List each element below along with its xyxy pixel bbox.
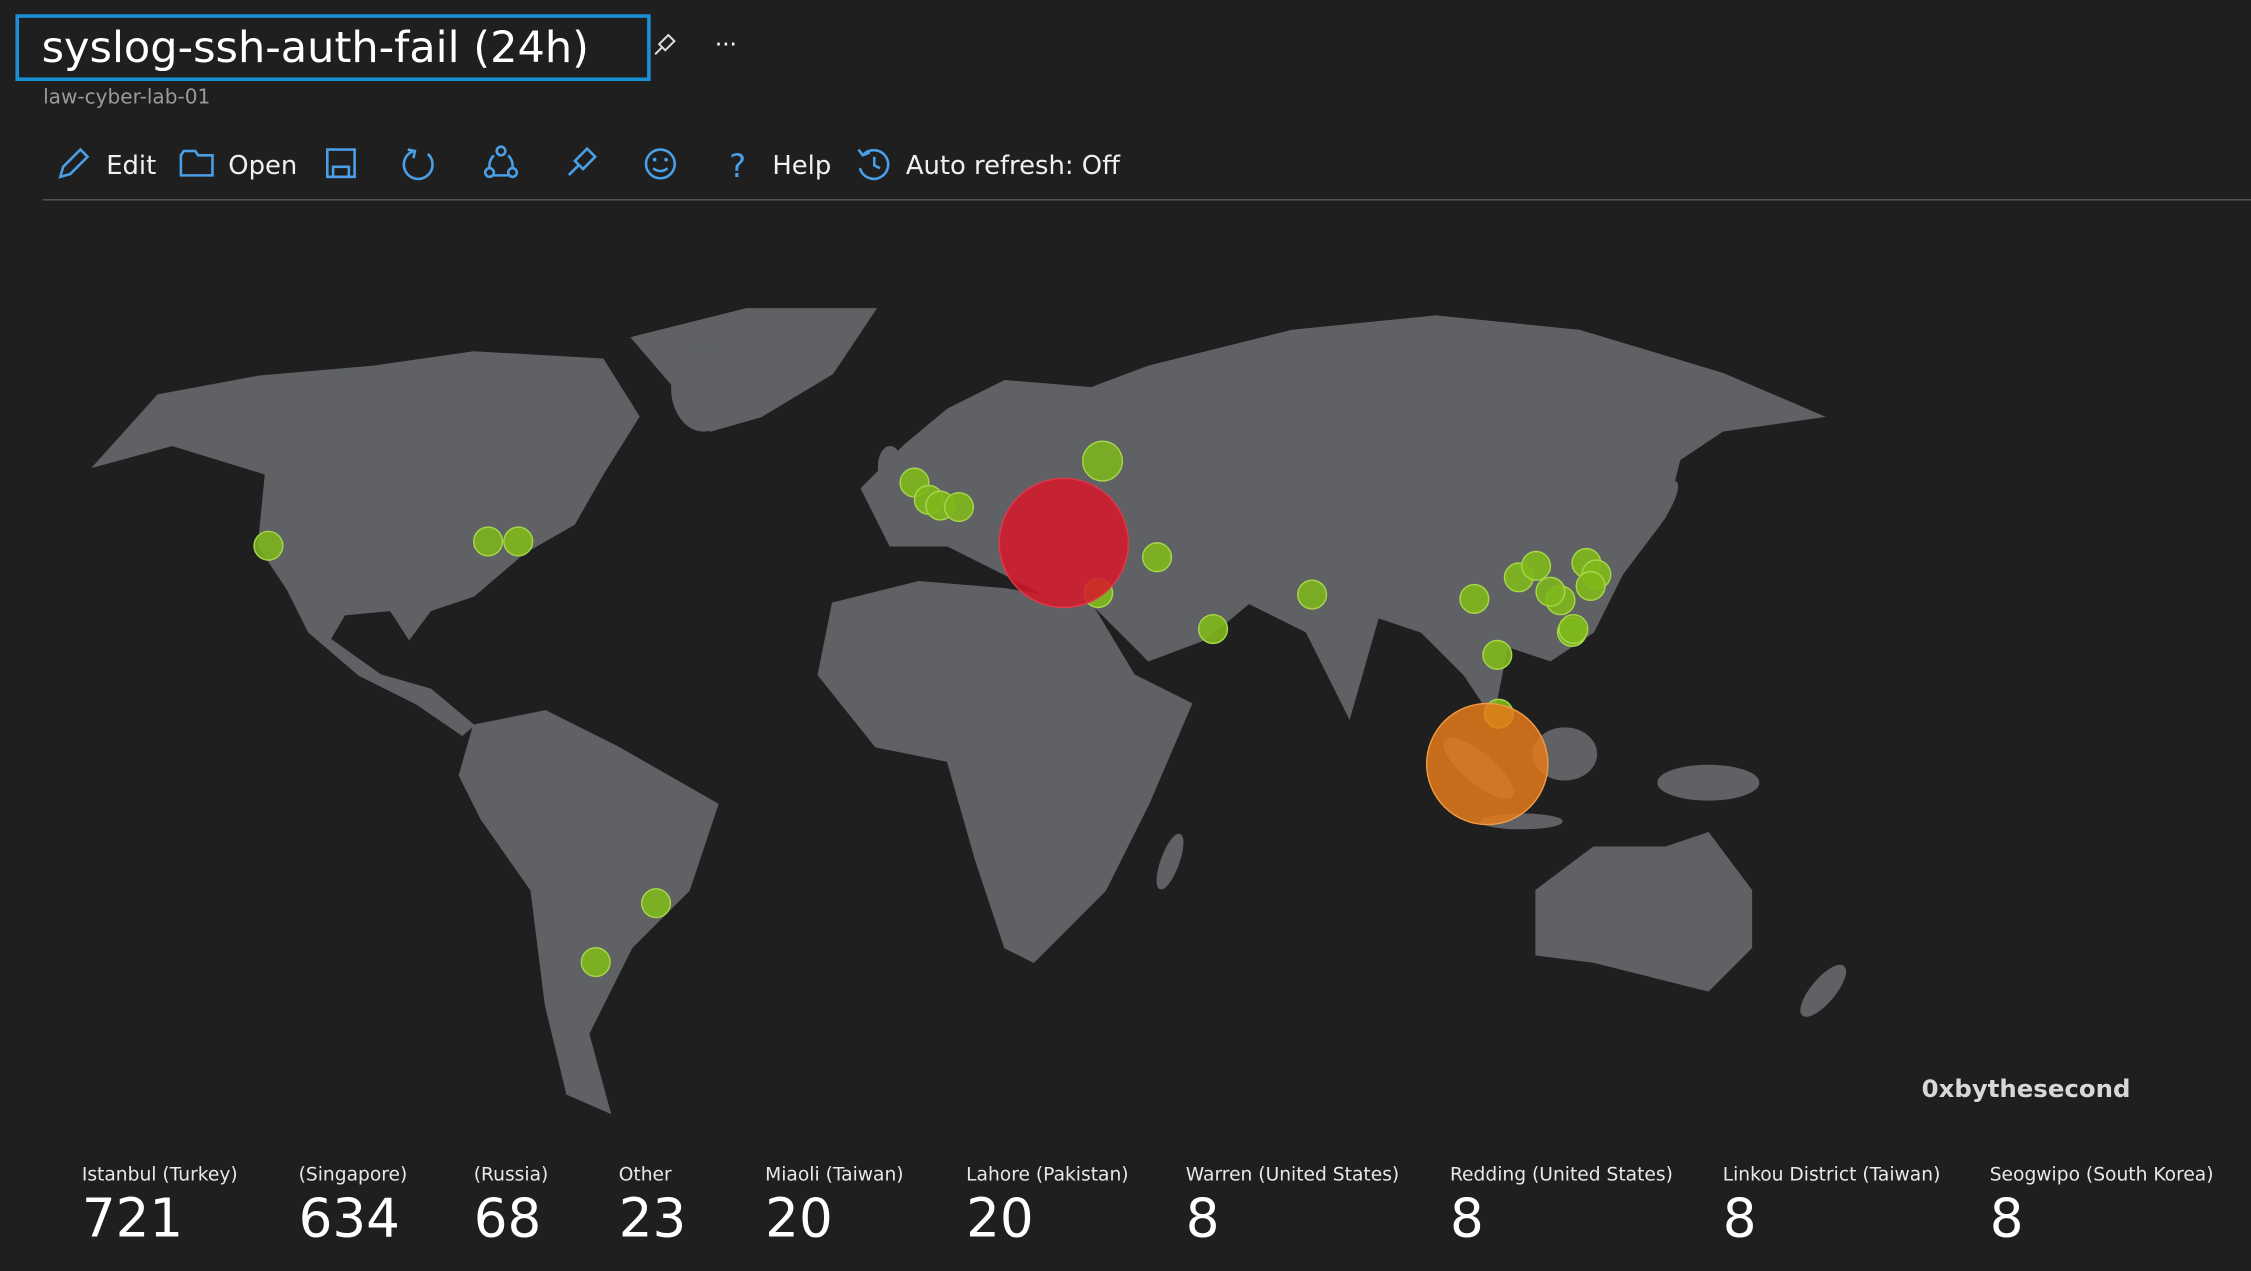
location-bubble xyxy=(1425,702,1549,826)
legend-label: Miaoli (Taiwan) xyxy=(765,1164,903,1185)
legend-value: 23 xyxy=(619,1187,687,1249)
legend-value: 20 xyxy=(966,1187,1034,1249)
location-bubble xyxy=(473,526,504,557)
pin-button[interactable] xyxy=(565,146,598,179)
legend-value: 20 xyxy=(765,1187,833,1249)
edit-button[interactable]: Edit xyxy=(58,147,156,181)
legend-value: 8 xyxy=(1990,1187,2024,1249)
location-bubble xyxy=(1297,579,1328,610)
open-label: Open xyxy=(228,151,297,181)
legend-label: Redding (United States) xyxy=(1450,1164,1673,1185)
svg-text:?: ? xyxy=(729,149,746,185)
legend-label: Istanbul (Turkey) xyxy=(82,1164,238,1185)
location-bubble xyxy=(998,477,1130,609)
help-label: Help xyxy=(772,151,831,181)
watermark: 0xbythesecond xyxy=(1922,1074,2131,1103)
legend-label: (Singapore) xyxy=(299,1164,408,1185)
legend-value: 8 xyxy=(1186,1187,1220,1249)
auto-refresh-label: Auto refresh: Off xyxy=(906,151,1121,181)
legend-value: 68 xyxy=(474,1187,542,1249)
legend-label: Lahore (Pakistan) xyxy=(966,1164,1128,1185)
more-icon[interactable]: ··· xyxy=(715,32,737,58)
save-button[interactable] xyxy=(326,148,356,179)
location-bubble xyxy=(253,530,284,561)
australia xyxy=(1535,832,1753,992)
legend-label: Other xyxy=(619,1164,672,1185)
location-bubble xyxy=(1558,613,1589,645)
world-map xyxy=(91,308,1847,1115)
legend-label: Warren (United States) xyxy=(1186,1164,1399,1185)
location-bubble xyxy=(1081,440,1124,482)
legend-value: 8 xyxy=(1723,1187,1757,1249)
edit-label: Edit xyxy=(106,151,156,181)
title[interactable]: syslog-ssh-auth-fail (24h) xyxy=(42,23,589,73)
legend-value: 8 xyxy=(1450,1187,1484,1249)
auto-refresh-button[interactable]: Auto refresh: Off xyxy=(857,148,1121,181)
feedback-button[interactable] xyxy=(644,148,677,180)
legend: Istanbul (Turkey)721 (Singapore)634 (Russi… xyxy=(82,1164,2214,1249)
refresh-button[interactable] xyxy=(402,148,434,181)
legend-label: Seogwipo (South Korea) xyxy=(1990,1164,2214,1185)
pin-icon[interactable] xyxy=(652,33,676,57)
location-bubble xyxy=(1535,576,1566,607)
legend-label: (Russia) xyxy=(474,1164,549,1185)
title-box[interactable] xyxy=(15,14,651,82)
help-button[interactable]: ? Help xyxy=(729,149,831,185)
subtitle: law-cyber-lab-01 xyxy=(43,85,210,109)
open-button[interactable]: Open xyxy=(179,149,297,181)
legend-value: 634 xyxy=(299,1187,400,1249)
legend-label: Linkou District (Taiwan) xyxy=(1723,1164,1941,1185)
south-america xyxy=(458,710,719,1115)
north-america xyxy=(91,351,640,737)
share-button[interactable] xyxy=(483,145,519,179)
bubble-layer xyxy=(253,440,1612,978)
legend-value: 721 xyxy=(82,1187,183,1249)
